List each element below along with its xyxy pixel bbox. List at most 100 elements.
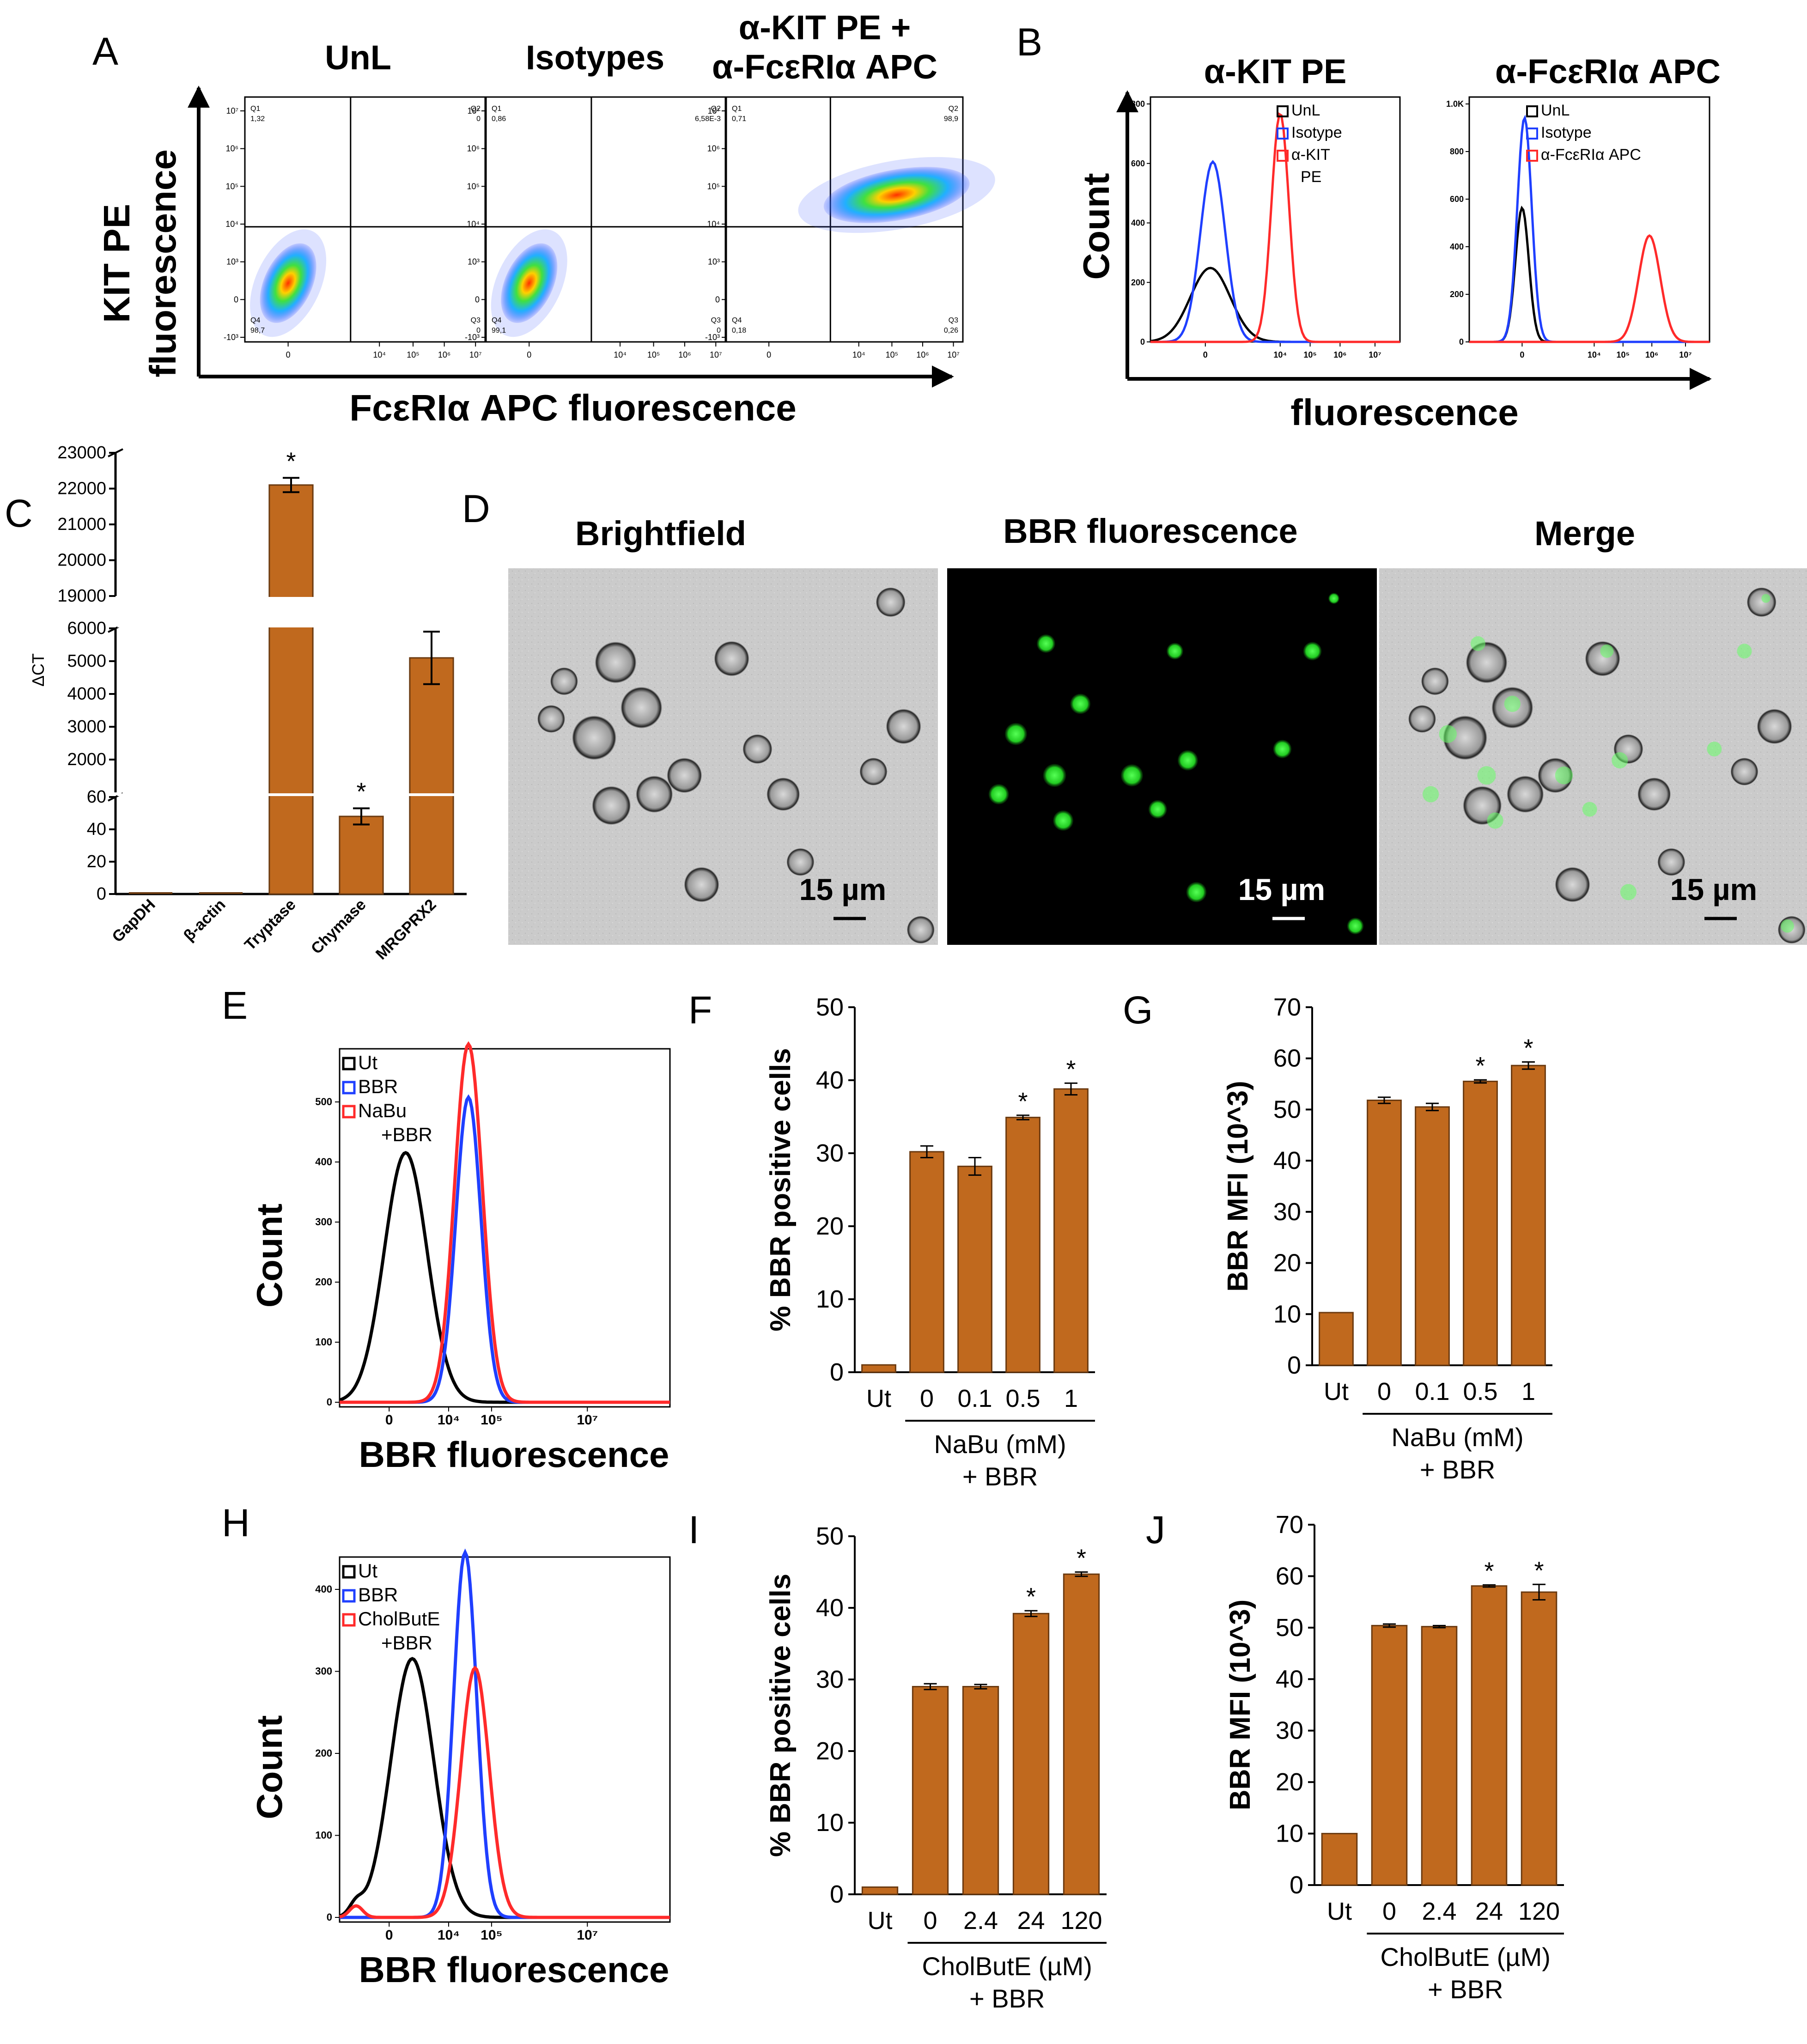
bar-ylabel: % BBR positive cells [765,1574,797,1857]
fluorescent-cell [1166,643,1183,660]
panel-d: D Brightfield BBR fluorescence Merge 15 … [462,487,1807,945]
dotplot-2: Q1 0,86 Q2 6,58E-3 Q3 0 Q4 99,1 10⁷ 10⁶ 10⁵ 10⁴ 10³ 0… [465,96,726,359]
hist-curve-fcer [1469,234,1710,343]
x-tick-label: 10⁵ [1617,350,1630,359]
bar-0 [1367,1100,1402,1366]
x-tick-label: 10⁴ [438,1928,460,1943]
panel-letter-j: J [1146,1508,1165,1551]
x-tick-label: 10⁵ [886,350,898,359]
y-tick-label: 0 [327,1396,332,1408]
legend-label: NaBu [358,1100,407,1121]
quadrant-value-q4: 99,1 [492,327,506,335]
y-tick-label: 10⁴ [225,219,238,229]
panel-b-right-plot: 1.0K 800 600 400 200 0 0 10⁴ 10⁵ 10⁶ 10⁷ UnL Isotype… [1446,96,1710,359]
bf-cell [621,687,663,729]
bar-0 [909,1151,944,1373]
quadrant-name: Q4 [732,316,742,324]
quadrant-name: Q3 [471,316,481,324]
y-tick-label: 800 [1131,99,1145,109]
panel-letter-b: B [1016,20,1042,64]
legend-swatch [342,1105,356,1119]
bf-cell [859,758,888,786]
bar-120 [1521,1591,1558,1886]
x-tick-label: 0 [385,1928,393,1943]
hist-curve-kit [1150,112,1400,343]
bf-cell [1730,758,1758,786]
x-tick-label: 0 [286,350,291,359]
quadrant-value-q2: 98,9 [944,115,958,123]
significance-star: * [1534,1557,1544,1584]
fluorescent-cell [988,784,1009,804]
legend-swatch [1526,105,1538,117]
panel-d-title-brightfield: Brightfield [575,514,746,553]
group-label-2: + BBR [1420,1455,1495,1484]
fluorescent-cell [1303,642,1322,661]
micrograph-mg: 15 µm [1379,568,1807,945]
quadrant-name: Q3 [949,316,958,324]
bf-cell [636,776,673,813]
bf-cell [684,867,719,902]
category-label: Chymase [308,896,370,958]
y-tick-label: 10⁴ [467,219,480,229]
fluorescent-cell [1347,918,1364,935]
hist-ylabel: Count [249,1715,290,1819]
category-label: Tryptase [241,896,299,954]
category-label: 2.4 [963,1907,998,1934]
fluorescent-cell [1053,810,1074,831]
x-tick-label: 10⁷ [577,1928,598,1943]
quadrant-value-q3: 0 [476,327,481,335]
merge-green-overlay [1555,766,1573,785]
y-tick-label: 10⁶ [226,144,238,153]
bf-cell [572,715,616,760]
category-label: 0 [920,1385,934,1412]
bar-0.1 [957,1165,992,1373]
y-tick-label: 5000 [67,651,106,671]
y-tick-label: 0 [715,295,720,304]
panel-c: C 0 20 40 60 2000 3000 4000 5000 6000 19000 20000 2… [5,443,467,963]
panel-letter-c: C [5,492,33,535]
bar-ylabel: BBR MFI (10^3) [1222,1081,1254,1291]
legend-swatch [342,1081,356,1095]
x-tick-label: 10⁶ [1333,350,1346,359]
panel-b-left-plot: 800 600 400 200 0 0 10⁴ 10⁵ 10⁶ 10⁷ UnL Isotype α-KI… [1131,96,1401,359]
quadrant-value-q4: 98,7 [250,327,265,335]
bar-120 [1063,1573,1100,1895]
quadrant-value-q2: 6,58E-3 [695,115,721,123]
y-tick-label: 20 [1276,1768,1303,1796]
bar-Ut [861,1364,896,1373]
panel-b: B α-KIT PE α-FcεRIα APC Count fluorescen… [1016,20,1721,433]
y-tick-label: 10⁶ [467,144,480,153]
y-tick-label: 10⁷ [467,106,480,116]
y-tick-label: 10³ [226,257,238,267]
bf-cell [1746,587,1777,617]
significance-star: * [1026,1583,1036,1611]
fluorescent-cell [1148,800,1167,819]
legend-label: α-KIT [1291,146,1330,164]
merge-green-overlay [1477,766,1496,785]
y-tick-label: 50 [1273,1095,1301,1123]
y-tick-label: 3000 [67,717,106,736]
axis-break-mark [108,448,123,457]
legend-label: Isotype [1291,124,1342,141]
panel-b-ylabel: Count [1076,173,1117,280]
quadrant-name: Q3 [711,316,721,324]
fluorescent-cell [1120,764,1143,787]
fluorescent-cell [1004,723,1027,745]
y-tick-label: -10³ [705,333,720,342]
group-label-2: + BBR [962,1462,1038,1491]
bf-cell [714,641,749,676]
fluorescent-cell [1036,634,1055,653]
category-label: 2.4 [1422,1898,1456,1925]
legend-label: PE [1301,168,1321,186]
y-tick-label: 40 [87,820,106,839]
panel-letter-a: A [92,30,118,73]
fluorescent-cell [1328,593,1339,604]
x-tick-label: 10⁶ [916,350,929,359]
bar-0.1 [1415,1106,1450,1366]
y-tick-label: 300 [315,1216,332,1228]
panel-d-title-merge: Merge [1534,514,1635,553]
y-tick-label: 60 [87,787,106,807]
legend-swatch [342,1589,356,1603]
x-tick-label: 0 [1520,350,1524,359]
y-tick-label: 0 [1287,1351,1301,1379]
